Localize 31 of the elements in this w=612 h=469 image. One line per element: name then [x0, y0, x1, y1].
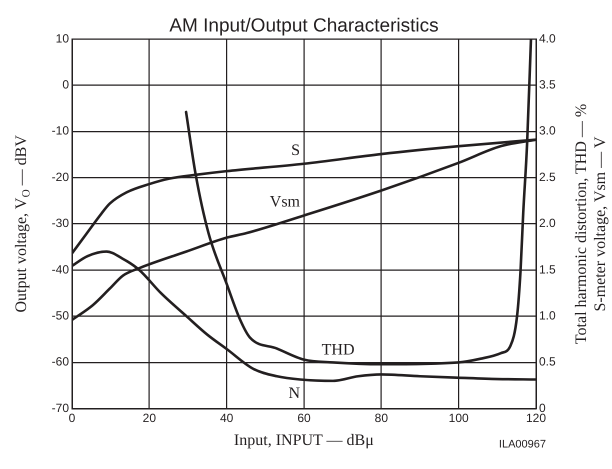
text: ILA00967	[498, 438, 546, 451]
y-tick-label: -40	[52, 262, 70, 276]
series-label: THD	[322, 342, 355, 359]
y-axis-title: Output voltage, VO — dBV	[13, 134, 33, 312]
y2-tick-label: 1.5	[539, 262, 556, 276]
series-label: N	[288, 384, 300, 402]
x-tick-label: 80	[374, 411, 388, 426]
y-tick-label: -70	[52, 400, 70, 415]
y-tick-label: -10	[52, 124, 70, 138]
y-tick-label: -30	[52, 216, 70, 230]
series-label: Vsm	[270, 194, 301, 211]
y-tick-label: 10	[56, 31, 70, 46]
series-label: S	[291, 142, 300, 159]
x-tick-label: 20	[142, 411, 156, 426]
x-tick-label: 40	[220, 411, 234, 426]
y2-tick-label: 1.0	[539, 308, 556, 323]
y2-tick-label: 0.5	[539, 354, 556, 369]
y-tick-label: -60	[52, 354, 70, 369]
x-tick-label: 100	[448, 411, 469, 426]
y2-axis-title: Total harmonic distortion, THD — % S-meter voltage, Vsm — V	[573, 104, 610, 344]
y2-tick-label: 2.0	[539, 216, 556, 230]
y-tick-label: 0	[62, 78, 70, 92]
y-tick-label: -50	[52, 308, 70, 323]
y2-tick-label: 3.0	[539, 124, 556, 138]
x-axis-title: Input, INPUT — dBμ	[234, 432, 374, 449]
y2-tick-label: 3.5	[539, 78, 556, 92]
x-tick-label: 60	[297, 411, 311, 426]
y2-tick-label: 2.5	[539, 170, 556, 184]
y-tick-label: -20	[52, 170, 70, 184]
chart-title: AM Input/Output Characteristics	[169, 16, 439, 37]
y2-tick-label: 4.0	[539, 31, 556, 46]
